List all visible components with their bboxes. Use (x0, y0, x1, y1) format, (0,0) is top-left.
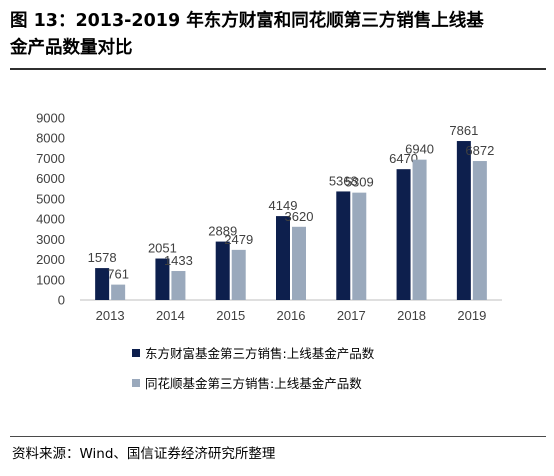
data-label-series-1: 2889 (208, 224, 237, 239)
bar-series-1 (396, 169, 411, 300)
y-tick-label: 2000 (36, 252, 65, 267)
bar-series-2 (231, 249, 246, 300)
data-label-series-2: 761 (107, 267, 129, 282)
figure-title-line-1: 图 13：2013-2019 年东方财富和同花顺第三方销售上线基 (10, 11, 484, 31)
figure-title-line-2: 金产品数量对比 (10, 38, 133, 58)
bar-series-2 (111, 284, 126, 300)
data-label-series-2: 3620 (285, 209, 314, 224)
title-divider (10, 68, 546, 70)
data-label-series-1: 1578 (88, 250, 117, 265)
data-label-series-2: 5309 (345, 175, 374, 190)
data-label-series-1: 4149 (269, 198, 298, 213)
x-tick-label: 2018 (397, 308, 426, 323)
x-tick-label: 2015 (216, 308, 245, 323)
bar-series-1 (215, 241, 230, 300)
legend-swatch-series-2 (132, 379, 140, 387)
bar-series-2 (171, 271, 186, 300)
x-tick-label: 2016 (277, 308, 306, 323)
y-tick-label: 4000 (36, 212, 65, 227)
data-label-series-1: 2051 (148, 241, 177, 256)
y-tick-label: 7000 (36, 151, 65, 166)
legend-item-series-2: 同花顺基金第三方销售:上线基金产品数 (132, 376, 362, 392)
y-tick-label: 6000 (36, 171, 65, 186)
y-tick-label: 0 (58, 293, 65, 308)
bar-series-1 (336, 191, 351, 300)
source-divider (10, 436, 546, 437)
figure-title: 图 13：2013-2019 年东方财富和同花顺第三方销售上线基 金产品数量对比 (10, 8, 546, 62)
x-tick-label: 2019 (457, 308, 486, 323)
data-label-series-2: 2479 (224, 232, 253, 247)
y-tick-label: 1000 (36, 272, 65, 287)
y-tick-label: 3000 (36, 232, 65, 247)
legend-swatch-series-1 (132, 349, 140, 357)
data-label-series-1: 5368 (329, 173, 358, 188)
bar-series-2 (292, 226, 306, 300)
y-axis-ticks: 0 1000 2000 3000 4000 5000 6000 7000 8000 9000 (36, 111, 65, 308)
legend-label-series-2: 同花顺基金第三方销售:上线基金产品数 (145, 376, 362, 391)
data-label-series-2: 6872 (465, 143, 494, 158)
bar-series-1 (456, 141, 471, 300)
data-label-series-2: 6940 (405, 142, 434, 157)
bar-series-1 (95, 268, 110, 300)
x-tick-label: 2013 (96, 308, 125, 323)
y-tick-label: 9000 (36, 111, 65, 126)
bar-series-1 (276, 216, 290, 300)
x-axis-ticks: 2013 2014 2015 2016 2017 2018 2019 (96, 308, 487, 323)
data-label-series-1: 7861 (449, 123, 478, 138)
y-tick-label: 8000 (36, 131, 65, 146)
legend-item-series-1: 东方财富基金第三方销售:上线基金产品数 (132, 346, 374, 362)
bar-series-2 (472, 161, 487, 300)
legend-label-series-1: 东方财富基金第三方销售:上线基金产品数 (145, 346, 375, 361)
x-tick-label: 2014 (156, 308, 185, 323)
source-note: 资料来源：Wind、国信证券经济研究所整理 (12, 446, 276, 462)
data-label-series-1: 6470 (389, 151, 418, 166)
y-tick-label: 5000 (36, 191, 65, 206)
bar-series-2 (412, 159, 427, 300)
x-tick-label: 2017 (337, 308, 366, 323)
data-label-series-2: 1433 (164, 253, 193, 268)
bar-series-2 (352, 192, 367, 300)
bar-series-1 (155, 258, 170, 300)
